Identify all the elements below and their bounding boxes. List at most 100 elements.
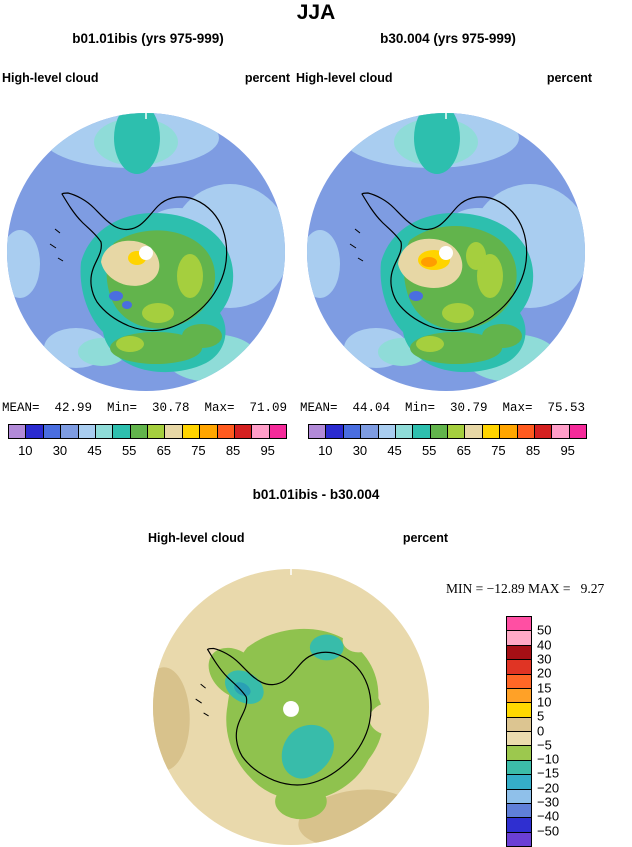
colorbar-diff [506,616,532,847]
panel-b01-subtitle: b01.01ibis (yrs 975-999) [72,31,224,46]
colorbar-segment [61,425,79,438]
colorbar-tick-label: 10 [18,443,33,458]
polar-map-diff [152,568,430,846]
colorbar-segment [507,717,531,732]
colorbar-b30-labels: 10 30 45 55 65 75 85 95 [308,443,585,459]
colorbar-segment [507,631,531,646]
colorbar-segment [113,425,131,438]
colorbar-segment [78,425,96,438]
colorbar-segment [507,674,531,689]
colorbar-tick-label: −5 [537,737,552,753]
panel-b01-field-row: High-level cloud percent [2,71,290,85]
colorbar-segment [507,775,531,790]
colorbar-tick-label: 95 [260,443,275,458]
map-diff [152,568,430,847]
colorbar-b01 [8,424,287,439]
field-label: High-level cloud [296,71,393,85]
colorbar-segment [507,803,531,819]
field-label: High-level cloud [2,71,99,85]
polar-map-b01 [7,113,285,391]
colorbar-segment [309,425,327,438]
map-b01 [6,112,286,397]
colorbar-tick-label: 75 [191,443,206,458]
colorbar-segment [534,425,553,438]
colorbar-tick-label: 75 [491,443,506,458]
colorbar-segment [148,425,166,438]
colorbar-tick-label: −15 [537,765,560,781]
colorbar-tick-label: −10 [537,751,560,767]
colorbar-segment [378,425,396,438]
stats-b30: MEAN= 44.04 Min= 30.79 Max= 75.53 [300,401,586,415]
colorbar-segment [507,617,531,632]
diff-minmax-text: MIN = −12.89 MAX = 9.27 [446,581,605,596]
units-label: percent [546,71,592,85]
colorbar-segment [26,425,44,438]
colorbar-segment [517,425,535,438]
colorbar-segment [182,425,201,438]
units-label: percent [244,71,290,85]
colorbar-segment [234,425,253,438]
colorbar-segment [326,425,344,438]
colorbar-segment [507,760,531,776]
colorbar-tick-label: 0 [537,723,545,738]
colorbar-segment [43,425,62,438]
colorbar-segment [569,425,586,438]
colorbar-segment [95,425,114,438]
polar-map-b30 [307,113,585,391]
colorbar-tick-label: 55 [121,443,137,458]
colorbar-tick-label: 30 [52,443,68,458]
colorbar-b01-labels: 10 30 45 55 65 75 85 95 [8,443,285,459]
colorbar-segment [395,425,414,438]
colorbar-segment [482,425,501,438]
colorbar-segment [507,832,531,846]
colorbar-tick-label: 20 [537,665,552,681]
colorbar-tick-label: 30 [537,651,552,667]
colorbar-segment [507,645,531,661]
diff-title: b01.01ibis - b30.004 [252,487,380,502]
colorbar-segment [269,425,286,438]
colorbar-segment [9,425,27,438]
colorbar-tick-label: −30 [537,794,560,810]
colorbar-segment [465,425,483,438]
colorbar-tick-label: 95 [560,443,575,458]
colorbar-diff-labels: 50 40 30 20 15 10 5 0 −5 −10 −15 −20 −30 −40 −50 [537,616,577,845]
colorbar-tick-label: 65 [456,443,472,458]
colorbar-tick-label: −40 [537,808,560,824]
figure-title: JJA [296,1,336,24]
colorbar-tick-label: 85 [525,443,541,458]
colorbar-tick-label: 10 [537,694,552,710]
colorbar-segment [507,660,531,675]
colorbar-segment [165,425,183,438]
colorbar-segment [552,425,570,438]
colorbar-tick-label: 65 [156,443,172,458]
colorbar-segment [448,425,466,438]
colorbar-tick-label: 10 [318,443,333,458]
colorbar-segment [507,789,531,804]
colorbar-tick-label: 50 [537,622,552,638]
colorbar-segment [500,425,518,438]
panel-b30-field-row: High-level cloud percent [296,71,592,85]
colorbar-segment [430,425,448,438]
colorbar-segment [507,688,531,704]
colorbar-tick-label: 40 [537,637,552,653]
map-b30 [306,112,586,397]
colorbar-segment [200,425,218,438]
colorbar-segment [507,732,531,747]
colorbar-segment [507,818,531,833]
colorbar-tick-label: 85 [225,443,241,458]
colorbar-segment [217,425,235,438]
colorbar-segment [361,425,379,438]
colorbar-tick-label: 30 [352,443,368,458]
stats-b01: MEAN= 42.99 Min= 30.78 Max= 71.09 [2,401,288,415]
colorbar-b30 [308,424,587,439]
colorbar-segment [507,703,531,718]
colorbar-segment [130,425,148,438]
diff-field-row: High-level cloud percent [148,531,448,545]
colorbar-tick-label: −50 [537,823,560,839]
colorbar-tick-label: 45 [387,443,402,458]
colorbar-segment [343,425,362,438]
colorbar-segment [413,425,431,438]
colorbar-tick-label: −20 [537,780,560,796]
colorbar-tick-label: 55 [421,443,437,458]
